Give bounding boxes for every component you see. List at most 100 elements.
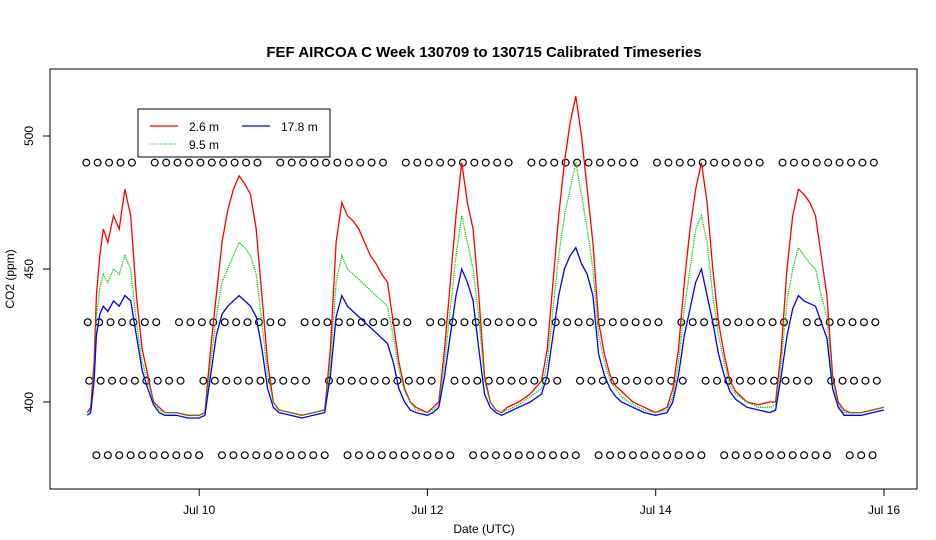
reference-marker [710, 158, 719, 167]
reference-marker [845, 451, 854, 460]
reference-marker [574, 318, 583, 327]
reference-marker [82, 158, 91, 167]
reference-marker [450, 376, 459, 385]
reference-marker [571, 451, 580, 460]
reference-marker [594, 451, 603, 460]
reference-marker [162, 158, 171, 167]
reference-marker [403, 318, 412, 327]
reference-marker [401, 158, 410, 167]
legend-label-17-8m: 17.8 m [281, 120, 318, 134]
reference-marker [788, 451, 797, 460]
reference-marker [608, 318, 617, 327]
reference-marker [175, 318, 184, 327]
reference-marker [573, 158, 582, 167]
reference-marker [674, 451, 683, 460]
reference-marker [354, 451, 363, 460]
reference-marker [528, 318, 537, 327]
reference-marker [685, 451, 694, 460]
reference-marker [858, 158, 867, 167]
reference-marker [242, 158, 251, 167]
reference-marker [678, 376, 687, 385]
reference-marker [732, 158, 741, 167]
x-axis-label: Date (UTC) [453, 522, 514, 536]
reference-marker [628, 451, 637, 460]
reference-marker [103, 451, 112, 460]
legend-label-9-5m: 9.5 m [189, 138, 219, 152]
reference-marker [115, 451, 124, 460]
reference-marker [561, 158, 570, 167]
reference-marker [461, 376, 470, 385]
reference-marker [781, 376, 790, 385]
y-tick-label: 450 [22, 259, 36, 279]
reference-marker [413, 158, 422, 167]
axes: Jul 10 Jul 12 Jul 14 Jul 16 400 450 500 [22, 126, 900, 517]
reference-marker [207, 158, 216, 167]
reference-marker [517, 318, 526, 327]
reference-marker [172, 451, 181, 460]
reference-marker [701, 376, 710, 385]
reference-marker [195, 451, 204, 460]
reference-marker [792, 376, 801, 385]
reference-marker [757, 318, 766, 327]
reference-marker [356, 158, 365, 167]
reference-marker [312, 318, 321, 327]
reference-marker [106, 318, 115, 327]
reference-marker [630, 158, 639, 167]
reference-marker [620, 318, 629, 327]
reference-marker [606, 451, 615, 460]
reference-marker [804, 376, 813, 385]
reference-marker [165, 376, 174, 385]
legend-box [137, 108, 331, 158]
reference-marker [541, 376, 550, 385]
x-tick-label: Jul 14 [640, 503, 672, 517]
reference-marker [412, 451, 421, 460]
reference-marker [460, 318, 469, 327]
reference-marker [758, 376, 767, 385]
reference-marker [560, 451, 569, 460]
reference-marker [426, 318, 435, 327]
reference-marker [553, 376, 562, 385]
reference-marker [861, 376, 870, 385]
reference-marker [835, 158, 844, 167]
reference-marker [563, 318, 572, 327]
reference-marker [643, 318, 652, 327]
reference-marker [735, 376, 744, 385]
reference-marker [778, 158, 787, 167]
reference-marker [496, 376, 505, 385]
reference-marker [437, 318, 446, 327]
reference-marker [320, 451, 329, 460]
reference-marker [675, 158, 684, 167]
reference-marker [153, 376, 162, 385]
reference-marker [447, 158, 456, 167]
x-tick-label: Jul 12 [411, 503, 443, 517]
reference-marker [416, 376, 425, 385]
reference-marker [389, 451, 398, 460]
reference-marker [869, 158, 878, 167]
reference-marker [183, 451, 192, 460]
reference-marker [822, 451, 831, 460]
reference-marker [119, 376, 128, 385]
reference-marker [640, 451, 649, 460]
reference-marker [366, 451, 375, 460]
reference-marker [127, 158, 136, 167]
reference-marker [713, 376, 722, 385]
reference-marker [754, 451, 763, 460]
reference-marker [266, 318, 275, 327]
series-lines [86, 95, 885, 419]
reference-marker [824, 158, 833, 167]
reference-marker [765, 451, 774, 460]
reference-marker [654, 318, 663, 327]
reference-marker [400, 451, 409, 460]
x-tick-label: Jul 10 [183, 503, 215, 517]
reference-marker [277, 318, 286, 327]
reference-marker [152, 318, 161, 327]
reference-marker [130, 376, 139, 385]
reference-marker [607, 158, 616, 167]
reference-marker [755, 158, 764, 167]
reference-marker [186, 318, 195, 327]
reference-marker [697, 451, 706, 460]
reference-marker [687, 158, 696, 167]
reference-marker [801, 158, 810, 167]
reference-marker [229, 451, 238, 460]
reference-marker [480, 451, 489, 460]
